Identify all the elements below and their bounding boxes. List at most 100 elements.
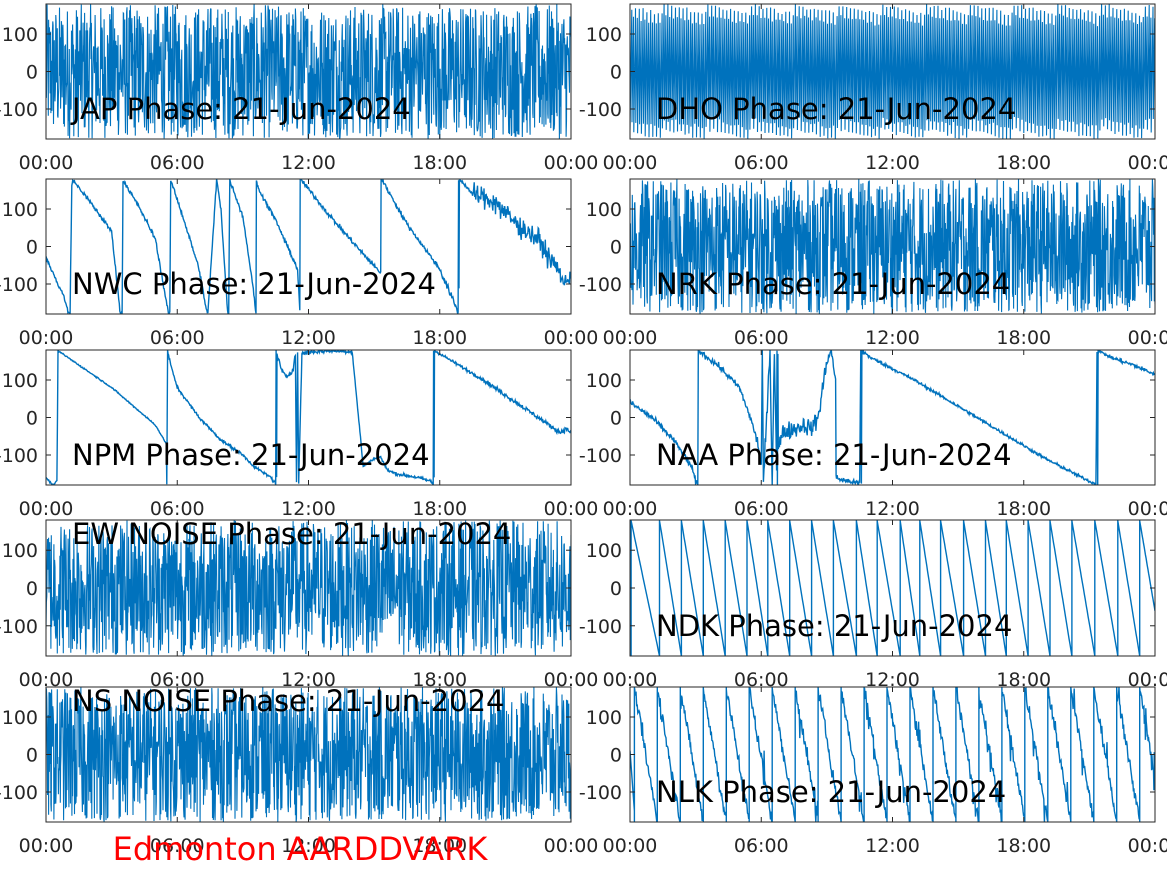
panel-title: JAP Phase: 21-Jun-2024: [70, 92, 411, 126]
y-tick-label: -100: [0, 274, 38, 296]
y-tick-label: 0: [610, 408, 622, 430]
y-tick-label: -100: [579, 616, 622, 638]
x-tick-label: 00:00: [544, 835, 599, 857]
x-tick-label: 12:00: [281, 152, 336, 174]
x-tick-label: 06:00: [734, 669, 789, 691]
y-tick-label: 0: [610, 237, 622, 259]
phase-panel-7: 100 0 -100 00:00 06:00 12:00 18:00 00:00 EW NOIS…: [0, 517, 598, 691]
x-tick-label: 12:00: [865, 152, 920, 174]
x-tick-label: 00:00: [603, 835, 658, 857]
y-tick-label: 0: [26, 62, 38, 84]
x-tick-label: 18:00: [996, 152, 1051, 174]
phase-series-line: [630, 4, 1155, 139]
x-tick-label: 12:00: [281, 669, 336, 691]
x-tick-label: 18:00: [412, 669, 467, 691]
x-tick-label: 00:00: [544, 669, 599, 691]
x-tick-label: 06:00: [734, 152, 789, 174]
footer-label: Edmonton AARDDVARK: [113, 830, 489, 868]
panel-title: NPM Phase: 21-Jun-2024: [72, 438, 430, 472]
y-tick-label: 100: [586, 707, 622, 729]
y-tick-label: 100: [586, 370, 622, 392]
x-tick-label: 12:00: [281, 498, 336, 520]
x-tick-label: 12:00: [865, 327, 920, 349]
y-tick-label: 0: [610, 62, 622, 84]
y-tick-label: -100: [0, 99, 38, 121]
panel-title: NLK Phase: 21-Jun-2024: [656, 775, 1006, 809]
y-tick-label: 0: [26, 237, 38, 259]
phase-panel-3: 100 0 -100 00:00 06:00 12:00 18:00 00:00 NWC Pha…: [0, 178, 598, 349]
x-tick-label: 06:00: [150, 152, 205, 174]
x-tick-label: 06:00: [150, 835, 205, 857]
x-tick-label: 00:00: [544, 498, 599, 520]
phase-series-line: [46, 687, 571, 822]
x-tick-label: 18:00: [996, 498, 1051, 520]
phase-series-line: [46, 179, 571, 314]
phase-series-line: [630, 350, 1155, 485]
y-tick-label: 100: [586, 199, 622, 221]
x-tick-label: 06:00: [734, 498, 789, 520]
x-tick-label: 00:00: [19, 327, 74, 349]
y-tick-label: 100: [586, 540, 622, 562]
x-tick-label: 18:00: [412, 152, 467, 174]
x-tick-label: 18:00: [412, 498, 467, 520]
x-tick-label: 00:00: [1128, 152, 1167, 174]
panel-title: NS NOISE Phase: 21-Jun-2024: [72, 684, 504, 718]
phase-panel-2: 100 0 -100 00:00 06:00 12:00 18:00 00:00 DHO Pha…: [579, 3, 1167, 174]
y-tick-label: 100: [2, 370, 38, 392]
phase-series-line: [630, 520, 1155, 656]
x-tick-label: 00:00: [603, 498, 658, 520]
y-tick-label: -100: [579, 445, 622, 467]
x-tick-label: 18:00: [412, 835, 467, 857]
y-tick-label: 100: [2, 540, 38, 562]
x-tick-label: 06:00: [734, 327, 789, 349]
x-tick-label: 06:00: [150, 498, 205, 520]
x-tick-label: 12:00: [865, 498, 920, 520]
y-tick-label: 0: [610, 745, 622, 767]
x-tick-label: 00:00: [19, 152, 74, 174]
y-tick-label: 100: [2, 24, 38, 46]
x-tick-label: 00:00: [1128, 327, 1167, 349]
phase-panel-10: 100 0 -100 00:00 06:00 12:00 18:00 00:00 NLK Pha…: [579, 686, 1167, 857]
phase-panel-9: 100 0 -100 00:00 06:00 12:00 18:00 00:00 NS NOIS…: [0, 684, 598, 857]
x-tick-label: 06:00: [734, 835, 789, 857]
panel-title: EW NOISE Phase: 21-Jun-2024: [72, 517, 511, 551]
x-tick-label: 00:00: [1128, 835, 1167, 857]
y-tick-label: 100: [2, 707, 38, 729]
x-tick-label: 00:00: [19, 498, 74, 520]
y-tick-label: -100: [579, 99, 622, 121]
x-tick-label: 18:00: [996, 835, 1051, 857]
x-tick-label: 00:00: [603, 327, 658, 349]
y-tick-label: 0: [26, 408, 38, 430]
panel-title: NAA Phase: 21-Jun-2024: [656, 438, 1012, 472]
phase-panel-6: 100 0 -100 00:00 06:00 12:00 18:00 00:00 NAA Pha…: [579, 349, 1167, 520]
y-tick-label: -100: [0, 782, 38, 804]
phase-series-line: [46, 520, 571, 656]
x-tick-label: 12:00: [281, 835, 336, 857]
x-tick-label: 00:00: [1128, 498, 1167, 520]
phase-panel-8: 100 0 -100 00:00 06:00 12:00 18:00 00:00 NDK Pha…: [579, 519, 1167, 691]
panel-title: NRK Phase: 21-Jun-2024: [656, 267, 1010, 301]
phase-panel-4: 100 0 -100 00:00 06:00 12:00 18:00 00:00 NRK Pha…: [579, 178, 1167, 349]
x-tick-label: 12:00: [281, 327, 336, 349]
y-tick-label: 100: [2, 199, 38, 221]
x-tick-label: 06:00: [150, 669, 205, 691]
y-tick-label: 0: [26, 745, 38, 767]
y-tick-label: 0: [26, 578, 38, 600]
x-tick-label: 00:00: [544, 152, 599, 174]
y-tick-label: 0: [610, 578, 622, 600]
panel-title: DHO Phase: 21-Jun-2024: [656, 92, 1016, 126]
x-tick-label: 00:00: [19, 669, 74, 691]
x-tick-label: 06:00: [150, 327, 205, 349]
y-tick-label: -100: [0, 616, 38, 638]
x-tick-label: 00:00: [603, 669, 658, 691]
y-tick-label: -100: [579, 782, 622, 804]
x-tick-label: 00:00: [1128, 669, 1167, 691]
y-tick-label: -100: [0, 445, 38, 467]
x-tick-label: 12:00: [865, 835, 920, 857]
phase-panel-5: 100 0 -100 00:00 06:00 12:00 18:00 00:00 NPM Pha…: [0, 349, 599, 520]
x-tick-label: 18:00: [412, 327, 467, 349]
x-tick-label: 12:00: [865, 669, 920, 691]
phase-panel-1: 100 0 -100 00:00 06:00 12:00 18:00 00:00 JAP Pha…: [0, 3, 599, 174]
x-tick-label: 00:00: [19, 835, 74, 857]
panel-title: NDK Phase: 21-Jun-2024: [656, 609, 1012, 643]
